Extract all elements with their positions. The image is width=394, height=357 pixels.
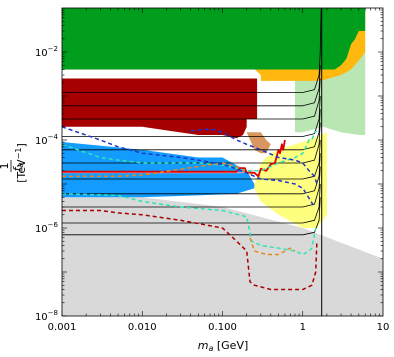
curve-7 bbox=[62, 153, 321, 195]
region-0 bbox=[62, 197, 383, 316]
curve-14 bbox=[62, 130, 318, 172]
y-label-numerator: 1 bbox=[0, 163, 11, 170]
x-tick-label: 0.100 bbox=[208, 322, 237, 333]
y-label-units: [TeV−1] bbox=[14, 143, 28, 183]
x-axis: 0.001 0.010 0.100 1 10 bbox=[48, 8, 390, 333]
y-tick-label: 10−4 bbox=[35, 133, 59, 147]
x-tick-label: 10 bbox=[377, 322, 390, 333]
curve-3 bbox=[62, 95, 321, 137]
curve-10 bbox=[62, 197, 321, 236]
curve-19 bbox=[190, 128, 318, 185]
region-6 bbox=[246, 132, 271, 154]
y-label-denominator: fa bbox=[11, 163, 25, 172]
constraint-curves bbox=[62, 8, 323, 316]
excluded-regions bbox=[62, 8, 383, 316]
y-tick-label: 10−8 bbox=[35, 309, 58, 323]
curve-0 bbox=[62, 8, 322, 93]
curve-17 bbox=[249, 237, 296, 256]
curve-9 bbox=[62, 183, 321, 224]
region-4 bbox=[62, 142, 255, 198]
y-tick-label: 10−6 bbox=[35, 221, 59, 235]
curve-2 bbox=[62, 78, 321, 120]
x-tick-label: 0.010 bbox=[128, 322, 157, 333]
y-axis-label: [TeV−1] bbox=[14, 143, 28, 183]
curve-1 bbox=[62, 65, 321, 107]
curve-4 bbox=[62, 109, 321, 151]
x-tick-label: 0.001 bbox=[48, 322, 77, 333]
x-axis-label: ma [GeV] bbox=[198, 339, 249, 353]
curve-8 bbox=[62, 166, 321, 208]
region-7 bbox=[62, 78, 258, 139]
y-tick-label: 10−2 bbox=[35, 45, 58, 59]
region-5 bbox=[254, 132, 327, 228]
y-axis-fraction: 1 fa bbox=[0, 160, 25, 172]
region-1 bbox=[295, 38, 366, 135]
x-tick-label: 1 bbox=[300, 322, 306, 333]
region-3 bbox=[62, 8, 366, 70]
curve-20 bbox=[62, 209, 318, 291]
y-axis: 10−8 10−6 10−4 10−2 bbox=[35, 9, 383, 323]
